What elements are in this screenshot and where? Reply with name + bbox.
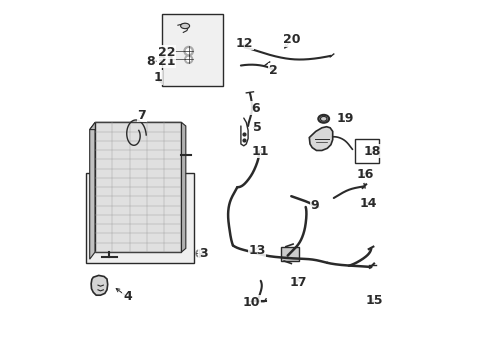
Polygon shape bbox=[89, 122, 95, 259]
Circle shape bbox=[186, 49, 191, 53]
Ellipse shape bbox=[318, 115, 328, 123]
Circle shape bbox=[186, 57, 190, 62]
Text: 11: 11 bbox=[251, 145, 269, 158]
Text: 19: 19 bbox=[336, 112, 353, 125]
Polygon shape bbox=[91, 275, 107, 295]
Text: 9: 9 bbox=[310, 199, 318, 212]
Bar bbox=[162, 14, 223, 86]
Polygon shape bbox=[309, 127, 332, 150]
Polygon shape bbox=[89, 122, 181, 130]
Text: 13: 13 bbox=[248, 244, 265, 257]
Ellipse shape bbox=[320, 116, 326, 121]
Bar bbox=[280, 247, 298, 261]
Text: 20: 20 bbox=[282, 33, 300, 46]
Text: 2: 2 bbox=[268, 64, 277, 77]
Bar bbox=[86, 173, 194, 263]
Text: 10: 10 bbox=[243, 296, 260, 309]
Text: 4: 4 bbox=[123, 291, 132, 303]
Ellipse shape bbox=[180, 23, 189, 28]
Text: 5: 5 bbox=[252, 121, 261, 134]
Text: 21: 21 bbox=[158, 55, 176, 68]
Circle shape bbox=[183, 46, 193, 56]
Text: 8: 8 bbox=[146, 55, 155, 68]
Text: 12: 12 bbox=[235, 37, 253, 50]
Circle shape bbox=[197, 252, 201, 255]
Text: 17: 17 bbox=[289, 276, 306, 289]
Circle shape bbox=[196, 250, 203, 257]
Text: 7: 7 bbox=[137, 109, 146, 122]
Text: 16: 16 bbox=[356, 168, 373, 181]
Text: 1: 1 bbox=[153, 71, 162, 84]
Circle shape bbox=[184, 55, 192, 63]
Text: 14: 14 bbox=[359, 197, 377, 210]
Text: 15: 15 bbox=[365, 294, 382, 307]
Text: 18: 18 bbox=[363, 145, 380, 158]
Polygon shape bbox=[181, 122, 185, 252]
Text: 6: 6 bbox=[250, 102, 259, 114]
Bar bbox=[95, 122, 181, 252]
Text: 3: 3 bbox=[199, 247, 207, 260]
Text: 22: 22 bbox=[158, 46, 176, 59]
